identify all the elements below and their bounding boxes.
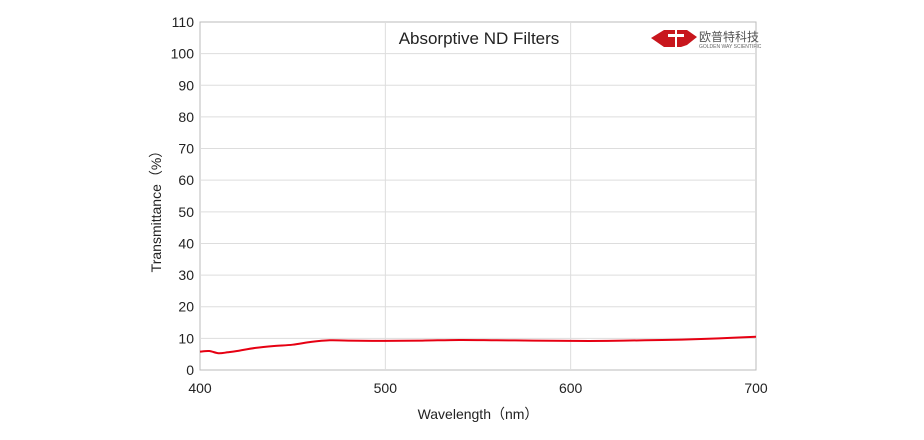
x-tick-label: 400 <box>188 380 212 396</box>
y-tick-label: 10 <box>178 330 194 346</box>
company-name-en: GOLDEN WAY SCIENTIFIC <box>699 44 762 50</box>
company-logo: 欧普特科技 GOLDEN WAY SCIENTIFIC <box>651 29 762 50</box>
y-tick-label: 30 <box>178 267 194 283</box>
company-name-cn: 欧普特科技 <box>699 29 759 44</box>
y-tick-label: 40 <box>178 235 194 251</box>
grid-lines <box>200 22 756 370</box>
y-tick-label: 60 <box>178 172 194 188</box>
x-tick-label: 600 <box>559 380 583 396</box>
y-tick-label: 110 <box>172 14 195 30</box>
x-tick-label: 700 <box>744 380 768 396</box>
y-tick-label: 70 <box>178 141 194 157</box>
y-tick-label: 0 <box>186 362 194 378</box>
y-axis-title: Transmittance（%） <box>148 144 164 273</box>
y-tick-label: 80 <box>178 109 194 125</box>
x-axis-title: Wavelength（nm） <box>418 406 539 422</box>
y-tick-label: 20 <box>178 299 194 315</box>
y-tick-label: 90 <box>178 77 194 93</box>
plot-area <box>199 21 757 371</box>
series-line <box>199 335 757 355</box>
x-tick-label: 500 <box>374 380 398 396</box>
company-logo-mark <box>651 30 697 47</box>
chart-title: Absorptive ND Filters <box>399 29 560 48</box>
y-tick-label: 50 <box>178 204 194 220</box>
tick-labels: 0 10 20 30 40 50 60 70 80 90 100 110 400 500 600 700 <box>171 14 768 396</box>
y-tick-label: 100 <box>171 46 195 62</box>
